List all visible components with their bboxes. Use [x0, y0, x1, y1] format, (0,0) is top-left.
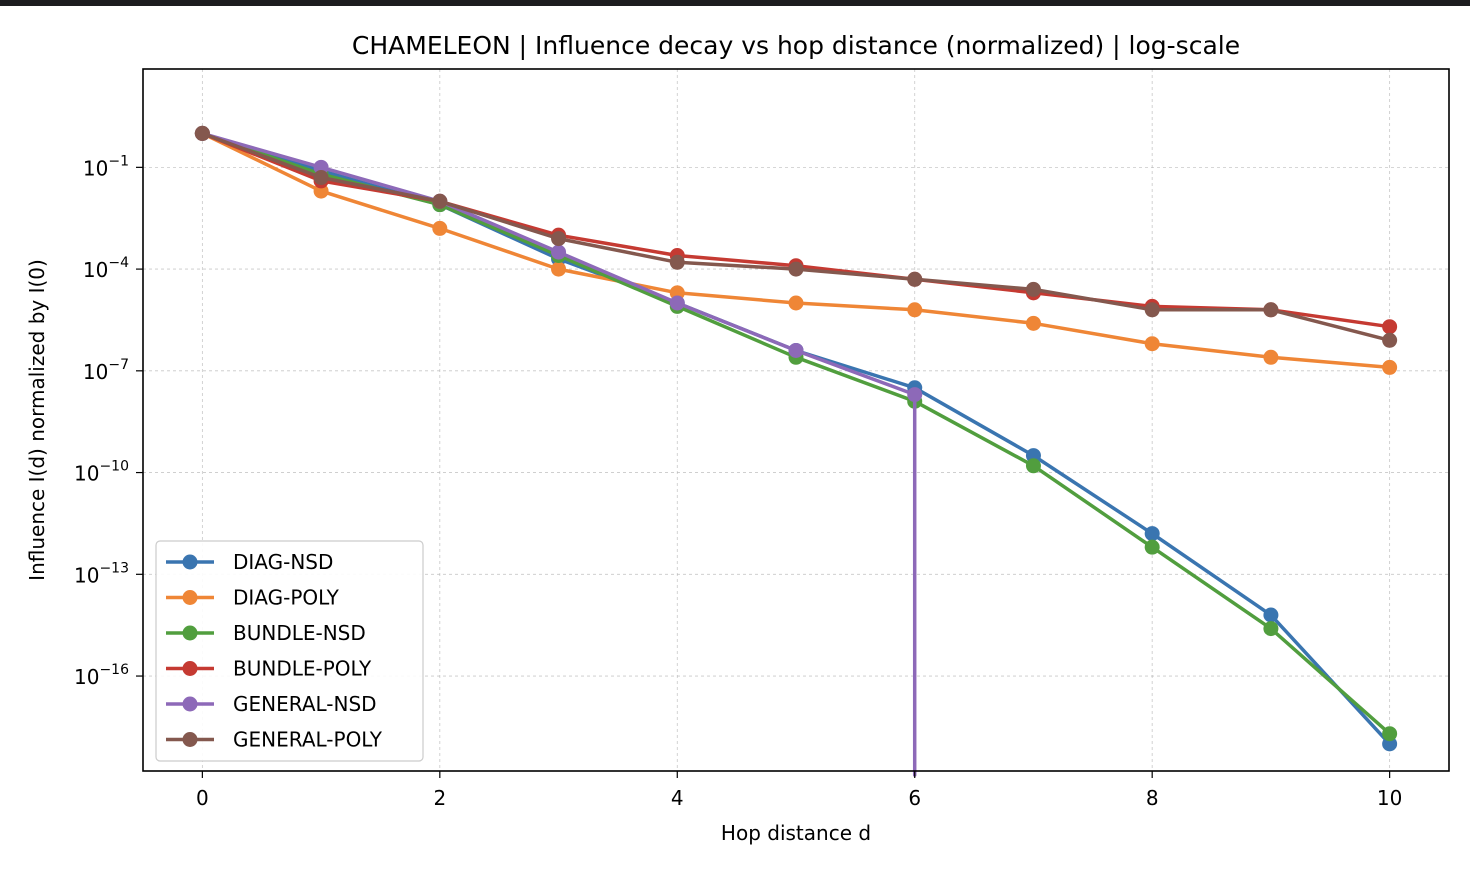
x-tick-label: 2 — [433, 786, 446, 810]
series-line — [200, 131, 1392, 370]
y-tick-base: 10 — [83, 156, 108, 180]
y-axis-label: Influence I(d) normalized by I(0) — [25, 259, 49, 581]
legend-entry: BUNDLE-POLY — [166, 657, 372, 681]
series-general-poly — [194, 125, 1398, 348]
data-point — [1382, 726, 1398, 742]
data-point — [788, 342, 804, 358]
series-layer — [194, 125, 1398, 777]
legend-label: GENERAL-NSD — [233, 692, 377, 716]
data-point — [1025, 458, 1041, 474]
legend-entry: DIAG-NSD — [166, 550, 333, 574]
plot-frame — [142, 68, 1450, 772]
x-tick-label: 0 — [196, 786, 209, 810]
legend-items: DIAG-NSD DIAG-POLY BUNDLE-NSD BUNDLE-POLY GE… — [166, 550, 383, 752]
y-tick-exponent: −16 — [99, 662, 129, 678]
y-tick-exponent: −13 — [99, 560, 129, 576]
data-point — [788, 295, 804, 311]
data-point — [1263, 607, 1279, 623]
data-point — [907, 271, 923, 287]
y-tick-exponent: −7 — [108, 357, 129, 373]
x-tick-label: 6 — [908, 786, 921, 810]
legend-swatch-marker — [182, 554, 198, 570]
y-tick-base: 10 — [74, 665, 99, 689]
y-tick-base: 10 — [74, 462, 99, 486]
data-point — [1144, 302, 1160, 318]
data-point — [551, 261, 567, 277]
legend-swatch-marker — [182, 732, 198, 747]
y-tick-exponent: −1 — [108, 153, 129, 169]
data-point — [1382, 332, 1398, 348]
data-point — [1144, 526, 1160, 542]
chart-title: CHAMELEON | Influence decay vs hop dista… — [352, 31, 1240, 60]
data-point — [669, 295, 685, 311]
data-point — [1263, 302, 1279, 318]
data-point — [669, 254, 685, 270]
data-point — [1382, 319, 1398, 335]
legend-swatch-marker — [182, 696, 198, 712]
legend: DIAG-NSD DIAG-POLY BUNDLE-NSD BUNDLE-POLY GE… — [155, 540, 424, 762]
series-line — [200, 131, 917, 777]
y-tick-label: 10−13 — [74, 560, 129, 587]
series-diag-poly — [194, 125, 1398, 375]
y-tick-label: 10−7 — [83, 357, 129, 384]
data-point — [1025, 281, 1041, 297]
y-tick-label: 10−16 — [74, 662, 129, 689]
data-point — [1263, 349, 1279, 365]
legend-swatch-marker — [182, 590, 198, 605]
y-tick-label: 10−10 — [74, 459, 129, 486]
x-axis-label: Hop distance d — [721, 821, 871, 845]
legend-label: GENERAL-POLY — [233, 728, 383, 752]
data-point — [1144, 539, 1160, 555]
y-tick-base: 10 — [83, 360, 108, 384]
x-tick-label: 8 — [1146, 786, 1159, 810]
legend-entry: DIAG-POLY — [166, 586, 340, 610]
data-point — [1025, 315, 1041, 331]
legend-label: DIAG-POLY — [233, 586, 340, 610]
legend-box — [155, 540, 424, 762]
legend-entry: GENERAL-POLY — [166, 728, 383, 752]
data-point — [1263, 621, 1279, 637]
data-point — [551, 231, 567, 247]
y-tick-label: 10−1 — [83, 153, 129, 180]
x-tick-label: 4 — [671, 786, 684, 810]
data-point — [907, 302, 923, 318]
legend-swatch-marker — [182, 625, 198, 641]
data-point — [907, 387, 923, 403]
data-point — [432, 220, 448, 236]
legend-label: DIAG-NSD — [233, 550, 333, 574]
window-top-bar — [0, 0, 1470, 6]
data-point — [194, 125, 210, 141]
legend-swatch-marker — [182, 661, 198, 676]
y-tick-exponent: −4 — [108, 255, 129, 271]
legend-label: BUNDLE-NSD — [233, 621, 366, 645]
data-point — [313, 170, 329, 186]
legend-entry: BUNDLE-NSD — [166, 621, 366, 645]
data-point — [432, 193, 448, 209]
data-point — [788, 261, 804, 277]
data-point — [1144, 336, 1160, 352]
y-tick-exponent: −10 — [99, 459, 129, 475]
data-point — [551, 244, 567, 260]
legend-entry: GENERAL-NSD — [166, 692, 377, 716]
x-tick-label: 10 — [1377, 786, 1402, 810]
legend-label: BUNDLE-POLY — [233, 657, 372, 681]
y-tick-base: 10 — [83, 258, 108, 282]
y-tick-base: 10 — [74, 563, 99, 587]
y-tick-label: 10−4 — [83, 255, 129, 282]
data-point — [1382, 359, 1398, 375]
